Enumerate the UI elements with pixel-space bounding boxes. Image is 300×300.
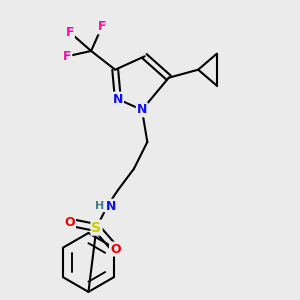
Text: S: S	[92, 220, 101, 235]
Text: F: F	[98, 20, 106, 33]
Text: N: N	[106, 200, 116, 213]
Text: N: N	[113, 93, 123, 106]
Text: F: F	[63, 50, 71, 63]
Text: O: O	[64, 216, 75, 229]
Text: H: H	[95, 201, 105, 211]
Text: N: N	[137, 103, 147, 116]
Text: O: O	[110, 242, 121, 256]
Text: F: F	[65, 26, 74, 39]
